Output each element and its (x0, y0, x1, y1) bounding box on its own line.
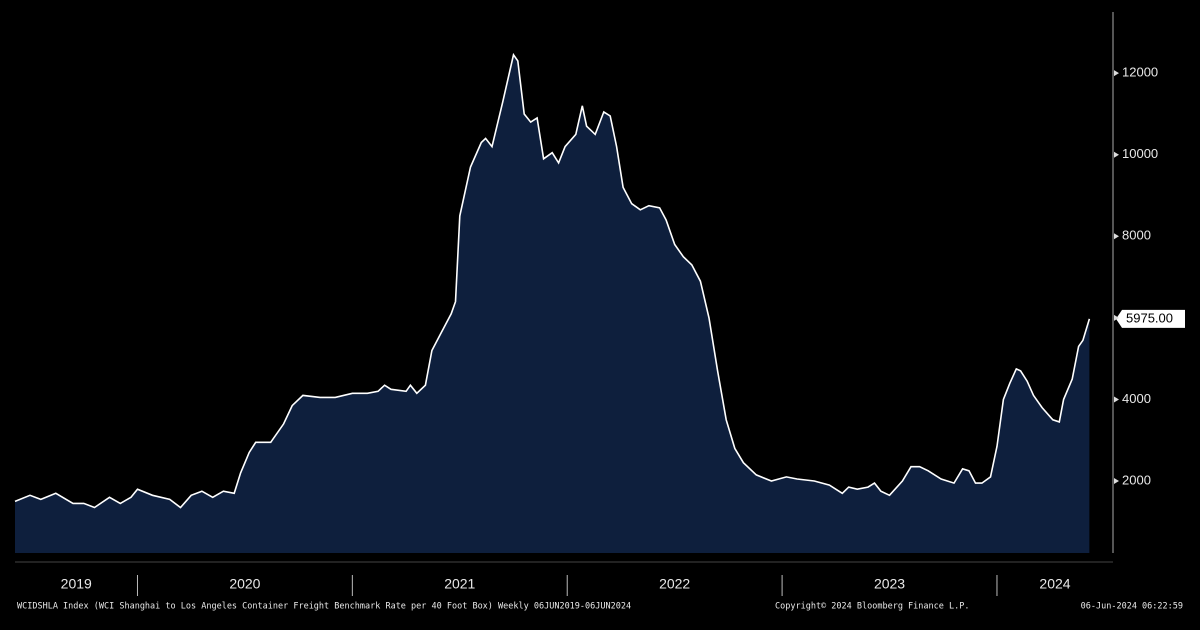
y-tick-label: 10000 (1122, 146, 1158, 161)
line (14, 52, 1091, 509)
y-tick-label: 2000 (1122, 472, 1151, 487)
x-tick-label: 2020 (229, 576, 260, 592)
x-tick-label: 2022 (659, 576, 690, 592)
y-tick (1114, 314, 1119, 321)
y-tick-label: 12000 (1122, 65, 1158, 80)
y-tick (1114, 233, 1119, 240)
y-tick (1114, 478, 1119, 485)
footer-center: Copyright© 2024 Bloomberg Finance L.P. (775, 602, 969, 612)
area (15, 54, 1090, 554)
y-tick-label: 8000 (1122, 228, 1151, 243)
x-tick-label: 2019 (61, 576, 92, 592)
x-tick-label: 2023 (874, 576, 905, 592)
x-tick-label: 2021 (444, 576, 475, 592)
y-tick (1114, 396, 1119, 403)
y-tick (1114, 151, 1119, 158)
x-tick-label: 2024 (1039, 576, 1070, 592)
last-value-tag (1116, 309, 1185, 328)
y-tick-label: 4000 (1122, 391, 1151, 406)
footer-left: WCIDSHLA Index (WCI Shanghai to Los Ange… (17, 602, 631, 612)
footer-right: 06-Jun-2024 06:22:59 (1081, 602, 1183, 612)
last-value-label: 5975.00 (1126, 310, 1173, 325)
y-tick (1114, 70, 1119, 77)
